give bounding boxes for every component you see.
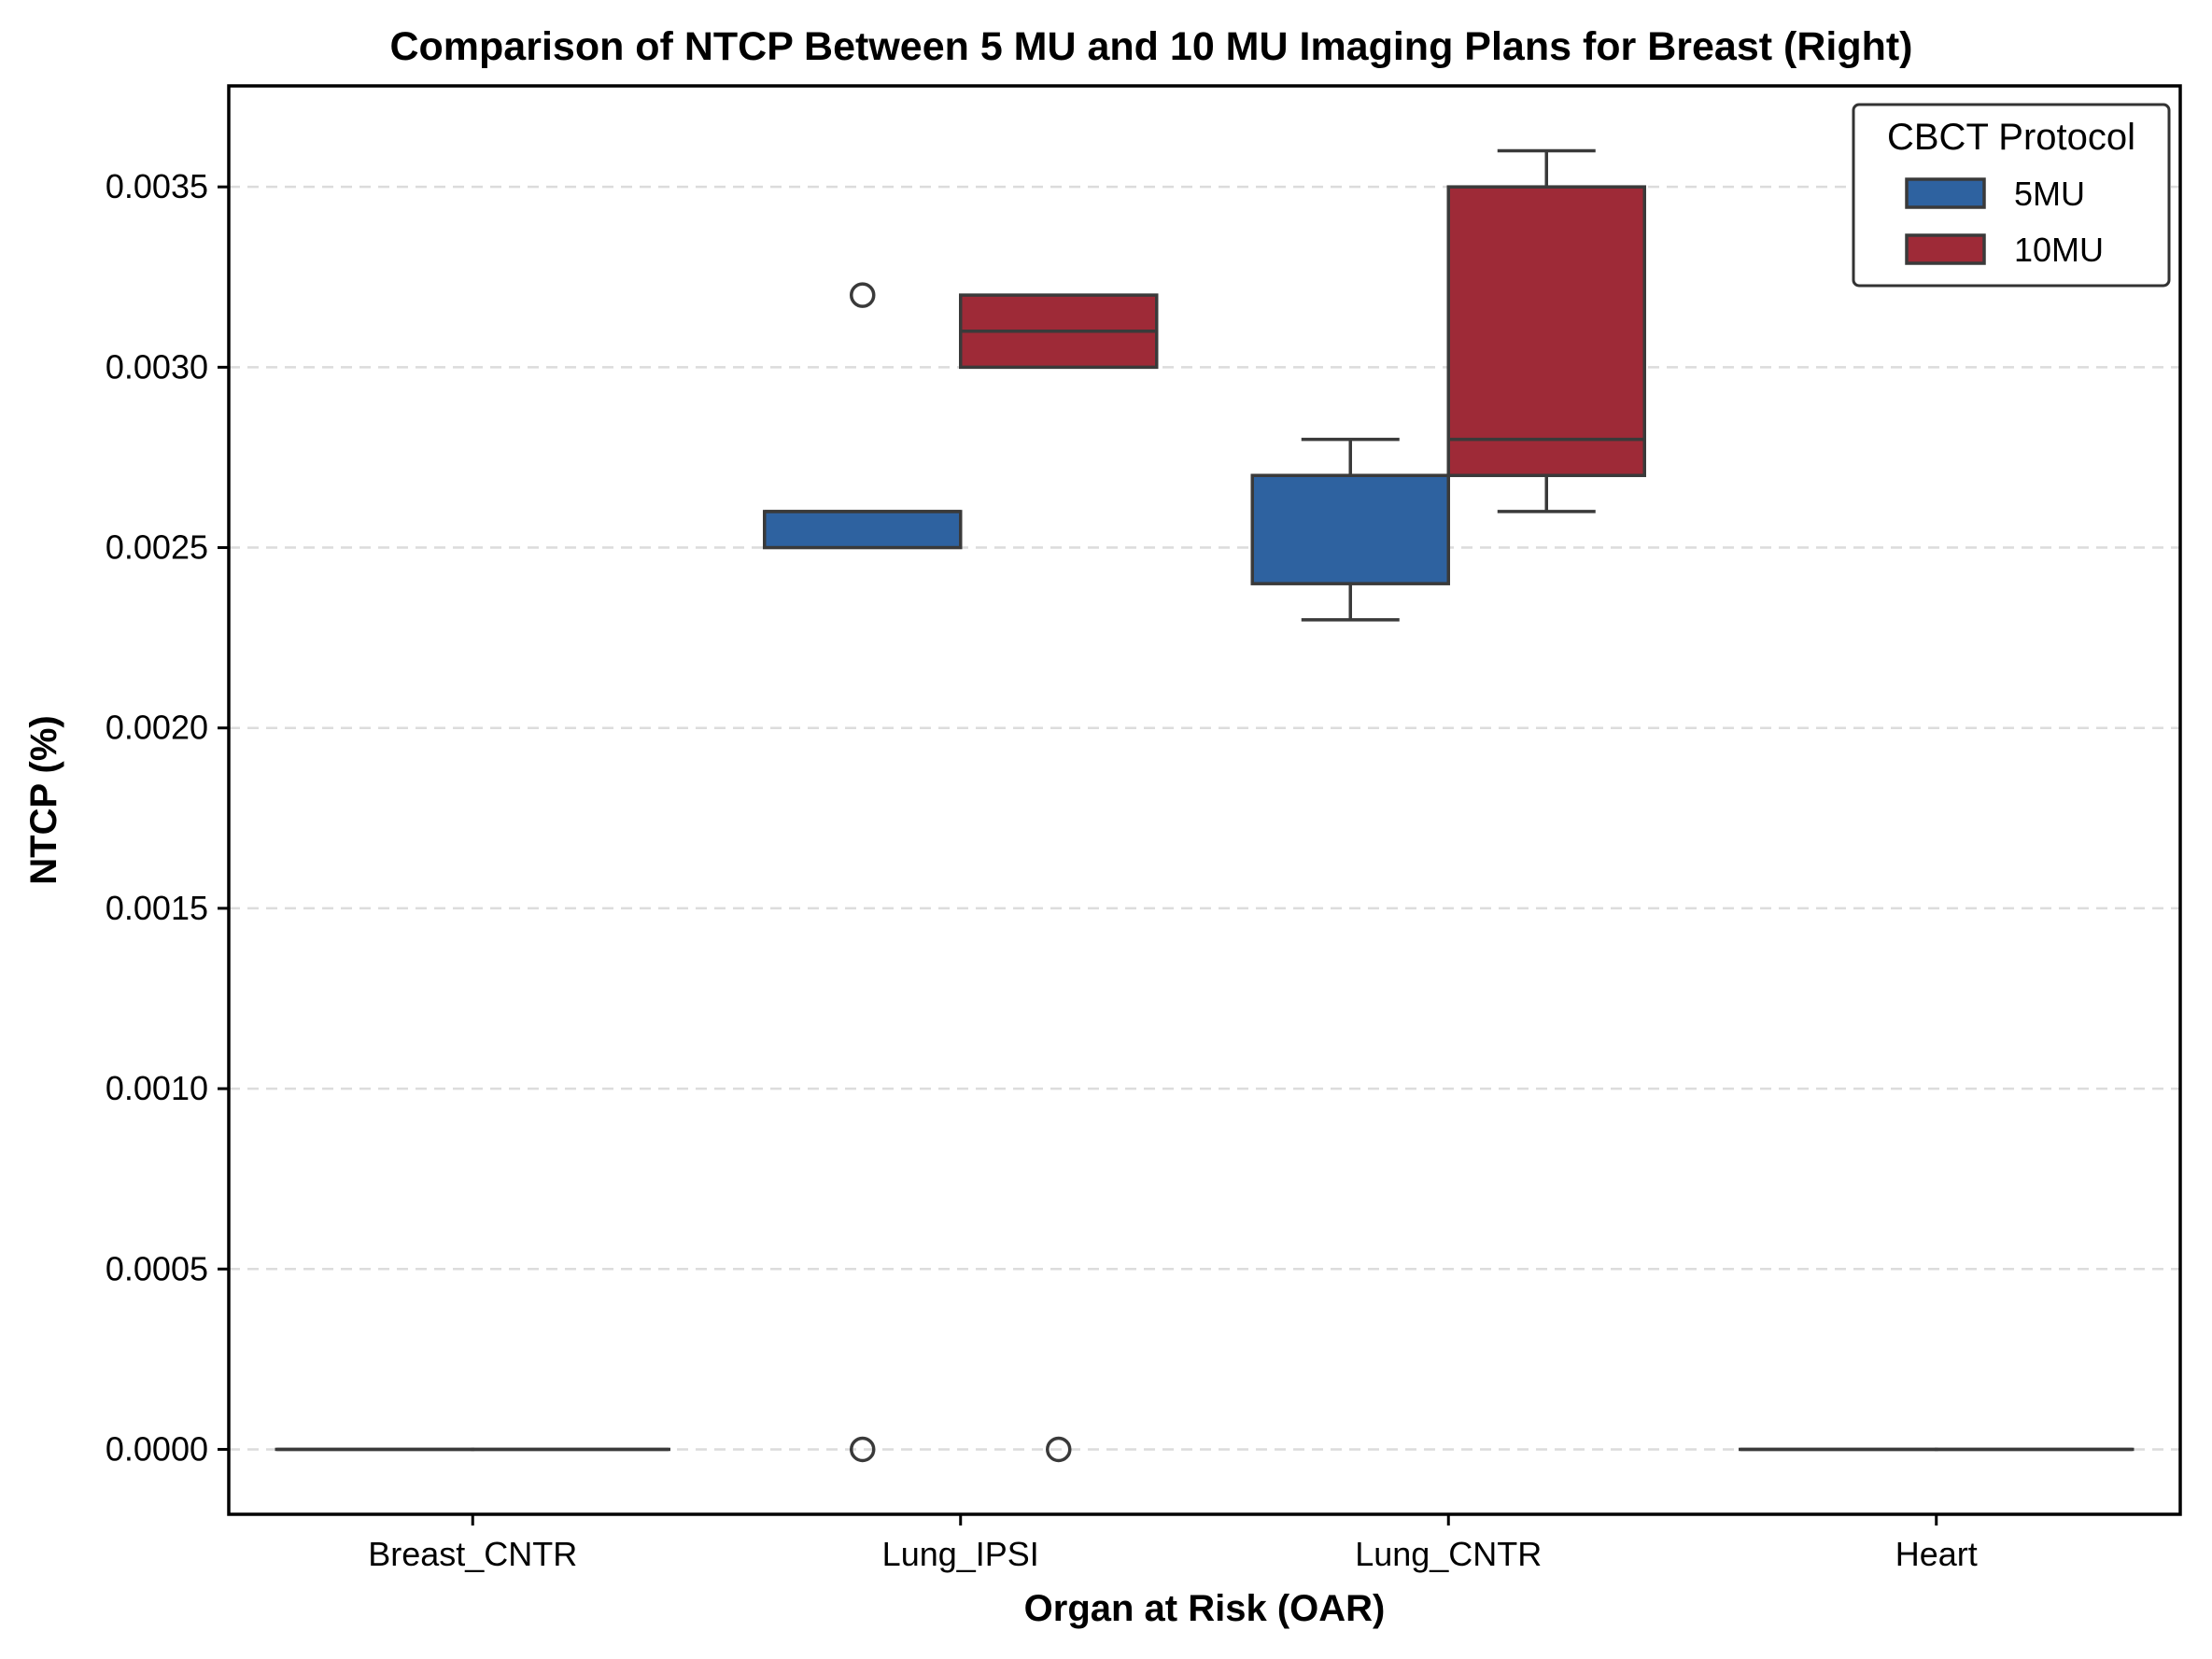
grid-lines: [229, 187, 2180, 1449]
box-body: [1448, 187, 1644, 475]
y-axis-label: NTCP (%): [23, 715, 64, 884]
x-tick-label: Breast_CNTR: [368, 1535, 577, 1573]
x-axis-label: Organ at Risk (OAR): [1024, 1588, 1386, 1629]
outlier-point: [852, 284, 874, 306]
box-10mu-lung_ipsi: [961, 295, 1157, 1460]
box-body: [1252, 475, 1448, 583]
x-tick-label: Heart: [1895, 1535, 1978, 1573]
legend-swatch-10mu: [1907, 235, 1984, 263]
y-tick-label: 0.0005: [106, 1249, 208, 1287]
legend-title: CBCT Protocol: [1887, 117, 2135, 158]
legend-label-10mu: 10MU: [2014, 231, 2104, 269]
plot-area-frame: [229, 86, 2180, 1514]
x-tick-label: Lung_IPSI: [882, 1535, 1039, 1573]
y-tick-label: 0.0000: [106, 1429, 208, 1468]
box-5mu-lung_ipsi: [765, 284, 961, 1460]
legend-swatch-5mu: [1907, 179, 1984, 207]
y-tick-label: 0.0030: [106, 347, 208, 386]
x-tick-label: Lung_CNTR: [1355, 1535, 1542, 1573]
y-axis-ticks: 0.0000 0.0005 0.0010 0.0015 0.0020 0.0025 0.00…: [106, 167, 229, 1468]
box-10mu-lung_cntr: [1448, 151, 1644, 512]
legend-label-5mu: 5MU: [2014, 175, 2085, 213]
box-plot-marks: [276, 151, 2133, 1461]
y-tick-label: 0.0020: [106, 709, 208, 747]
chart-title: Comparison of NTCP Between 5 MU and 10 M…: [389, 24, 1912, 69]
y-tick-label: 0.0010: [106, 1069, 208, 1107]
legend: CBCT Protocol 5MU 10MU: [1853, 105, 2169, 286]
y-tick-label: 0.0015: [106, 889, 208, 927]
y-tick-label: 0.0025: [106, 528, 208, 567]
x-axis-ticks: Breast_CNTR Lung_IPSI Lung_CNTR Heart: [368, 1514, 1978, 1573]
box-5mu-lung_cntr: [1252, 440, 1448, 620]
y-tick-label: 0.0035: [106, 167, 208, 205]
box-body: [765, 512, 961, 548]
